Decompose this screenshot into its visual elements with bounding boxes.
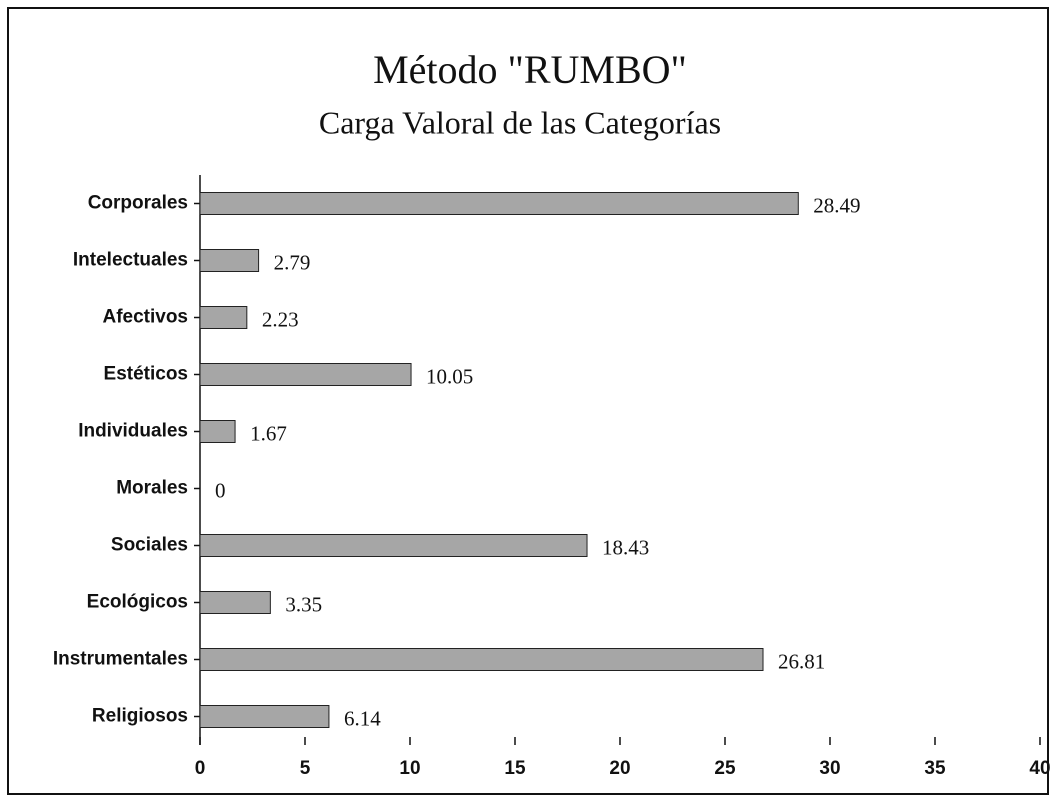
- data-label: 28.49: [813, 193, 860, 217]
- x-tick-label: 40: [1029, 758, 1050, 779]
- data-label: 3.35: [285, 592, 322, 616]
- x-tick-label: 25: [714, 758, 736, 779]
- y-tick-label: Intelectuales: [73, 250, 188, 271]
- x-tick-label: 20: [609, 758, 630, 779]
- y-tick-label: Afectivos: [102, 307, 188, 328]
- y-tick-label: Instrumentales: [53, 649, 188, 670]
- data-label: 6.14: [344, 706, 381, 730]
- bar: [199, 705, 330, 728]
- y-tick-label: Religiosos: [92, 706, 188, 727]
- y-tick-label: Estéticos: [104, 364, 188, 385]
- bar: [199, 648, 764, 671]
- frame: [7, 7, 1049, 795]
- x-tick-label: 35: [924, 758, 946, 779]
- x-tick-label: 10: [399, 758, 420, 779]
- bar: [199, 420, 236, 443]
- data-label: 2.79: [274, 250, 311, 274]
- chart-title: Método "RUMBO": [373, 47, 687, 92]
- data-label: 1.67: [250, 421, 287, 445]
- x-tick-label: 0: [195, 758, 206, 779]
- bar: [199, 306, 248, 329]
- y-tick-label: Corporales: [88, 193, 188, 214]
- bar: [199, 591, 271, 614]
- x-tick-label: 30: [819, 758, 840, 779]
- data-label: 2.23: [262, 307, 299, 331]
- data-label: 10.05: [426, 364, 473, 388]
- bar: [199, 192, 799, 215]
- x-tick-label: 15: [504, 758, 526, 779]
- data-label: 0: [215, 478, 226, 502]
- data-label: 18.43: [602, 535, 649, 559]
- y-tick-label: Morales: [116, 478, 188, 499]
- x-tick-label: 5: [300, 758, 311, 779]
- bar: [199, 363, 412, 386]
- bar: [199, 534, 588, 557]
- y-tick-label: Individuales: [78, 421, 188, 442]
- y-tick-label: Sociales: [111, 535, 188, 556]
- bar: [199, 249, 260, 272]
- chart-subtitle: Carga Valoral de las Categorías: [319, 104, 721, 140]
- y-tick-label: Ecológicos: [87, 592, 188, 613]
- data-label: 26.81: [778, 649, 825, 673]
